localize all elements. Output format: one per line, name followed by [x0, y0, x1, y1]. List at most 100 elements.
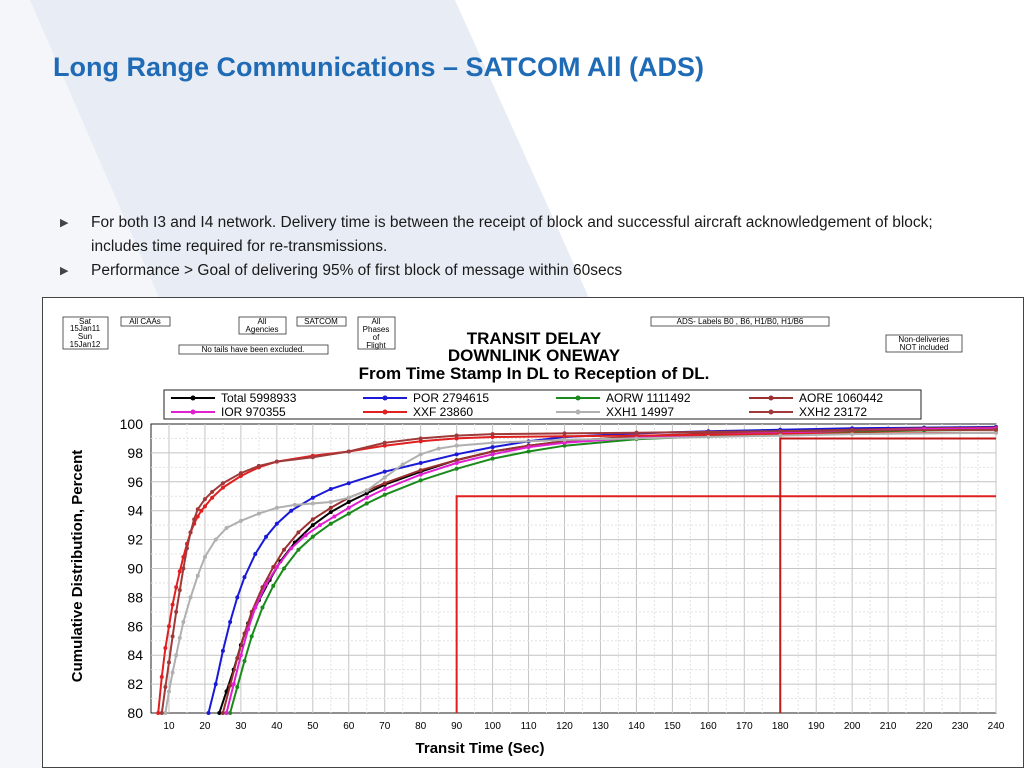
- series-point: [364, 488, 369, 493]
- legend-label: IOR 970355: [221, 405, 286, 419]
- series-point: [235, 656, 240, 661]
- series-point: [174, 609, 179, 614]
- series-point: [188, 530, 193, 535]
- bullet-list: ▶ For both I3 and I4 network. Delivery ti…: [60, 211, 960, 283]
- series-point: [195, 507, 200, 512]
- series-point: [706, 429, 711, 434]
- series-point: [224, 711, 229, 715]
- series-point: [220, 481, 225, 486]
- series-point: [454, 452, 459, 457]
- series-point: [418, 439, 423, 444]
- series-point: [328, 505, 333, 510]
- nondelivery-note-box: Non-deliveries NOT included: [885, 334, 963, 353]
- bullet-text: For both I3 and I4 network. Delivery tim…: [91, 214, 933, 255]
- series-point: [220, 485, 225, 490]
- series-point: [159, 674, 164, 679]
- series-point: [264, 534, 269, 539]
- series-point: [195, 514, 200, 519]
- series-point: [177, 635, 182, 640]
- series-point: [490, 432, 495, 437]
- y-tick-label: 96: [127, 474, 143, 490]
- x-tick-label: 190: [808, 721, 825, 732]
- series-point: [202, 554, 207, 559]
- reference-line: [455, 495, 996, 713]
- series-point: [238, 471, 243, 476]
- y-tick-label: 84: [127, 647, 143, 663]
- series-point: [296, 547, 301, 552]
- series-point: [382, 481, 387, 486]
- series-point: [181, 619, 186, 624]
- x-tick-label: 240: [988, 721, 1005, 732]
- series-point: [217, 711, 222, 715]
- series-point: [328, 521, 333, 526]
- series-point: [382, 443, 387, 448]
- series-point: [454, 466, 459, 471]
- legend-label: Total 5998933: [221, 391, 297, 405]
- y-tick-label: 94: [127, 503, 143, 519]
- series-point: [228, 711, 233, 715]
- series-point: [418, 472, 423, 477]
- legend-label: XXH1 14997: [606, 405, 674, 419]
- date-line: 15Jan12: [70, 340, 101, 349]
- legend-swatch-marker: [575, 409, 581, 415]
- series-point: [454, 458, 459, 463]
- series-point: [382, 492, 387, 497]
- x-tick-label: 40: [271, 721, 283, 732]
- series-layer: [156, 424, 998, 715]
- phase-line: of: [373, 333, 380, 342]
- series-point: [231, 682, 236, 687]
- series-point: [163, 684, 168, 689]
- x-axis-label: Transit Time (Sec): [416, 740, 545, 757]
- legend-label: AORW 1111492: [606, 391, 691, 405]
- series-point: [346, 505, 351, 510]
- series-point: [271, 583, 276, 588]
- x-tick-label: 210: [880, 721, 897, 732]
- transit-delay-chart: Sat 15Jan11 Sun 15Jan12 All CAAs All Age…: [62, 316, 1005, 757]
- caa-filter-box: All CAAs: [120, 316, 171, 327]
- chart-legend: Total 5998933 POR 2794615 AORW 1111492 AORE…: [163, 389, 922, 420]
- series-point: [282, 566, 287, 571]
- series-point: [346, 449, 351, 454]
- series-point: [274, 459, 279, 464]
- series-point: [156, 711, 161, 715]
- y-tick-labels: 80 82 84 86 88 90 92 94 96 98 100: [120, 416, 144, 721]
- x-tick-label: 230: [952, 721, 969, 732]
- legend-swatch-marker: [382, 409, 388, 415]
- series-point: [235, 595, 240, 600]
- series-point: [490, 440, 495, 445]
- legend-swatch-marker: [768, 409, 774, 415]
- series-point: [166, 689, 171, 694]
- legend-swatch-marker: [768, 395, 774, 401]
- series-point: [526, 445, 531, 450]
- y-tick-label: 100: [120, 416, 144, 432]
- series-point: [253, 605, 258, 610]
- series-point: [526, 449, 531, 454]
- caa-filter-label: All CAAs: [129, 317, 161, 326]
- x-tick-label: 30: [235, 721, 247, 732]
- series-point: [346, 511, 351, 516]
- reference-line: [779, 437, 996, 713]
- series-point: [163, 645, 168, 650]
- legend-swatch-marker: [190, 395, 196, 401]
- series-point: [238, 474, 243, 479]
- x-tick-label: 90: [451, 721, 463, 732]
- chart-title-line-2: DOWNLINK ONEWAY: [448, 346, 621, 365]
- series-point: [328, 487, 333, 492]
- series-point: [282, 547, 287, 552]
- x-tick-label: 160: [700, 721, 717, 732]
- series-point: [850, 432, 855, 437]
- series-point: [296, 530, 301, 535]
- y-tick-label: 86: [127, 618, 143, 634]
- phase-line: Phases: [363, 325, 390, 334]
- series-point: [310, 523, 315, 528]
- y-tick-label: 82: [127, 676, 143, 692]
- series-point: [238, 653, 243, 658]
- chart-title-line-3: From Time Stamp In DL to Reception of DL…: [359, 364, 710, 383]
- x-tick-label: 200: [844, 721, 861, 732]
- legend-box: [163, 389, 922, 420]
- series-point: [210, 489, 215, 494]
- x-tick-label: 170: [736, 721, 753, 732]
- series-point: [181, 566, 186, 571]
- series-point: [213, 537, 218, 542]
- series-point: [177, 588, 182, 593]
